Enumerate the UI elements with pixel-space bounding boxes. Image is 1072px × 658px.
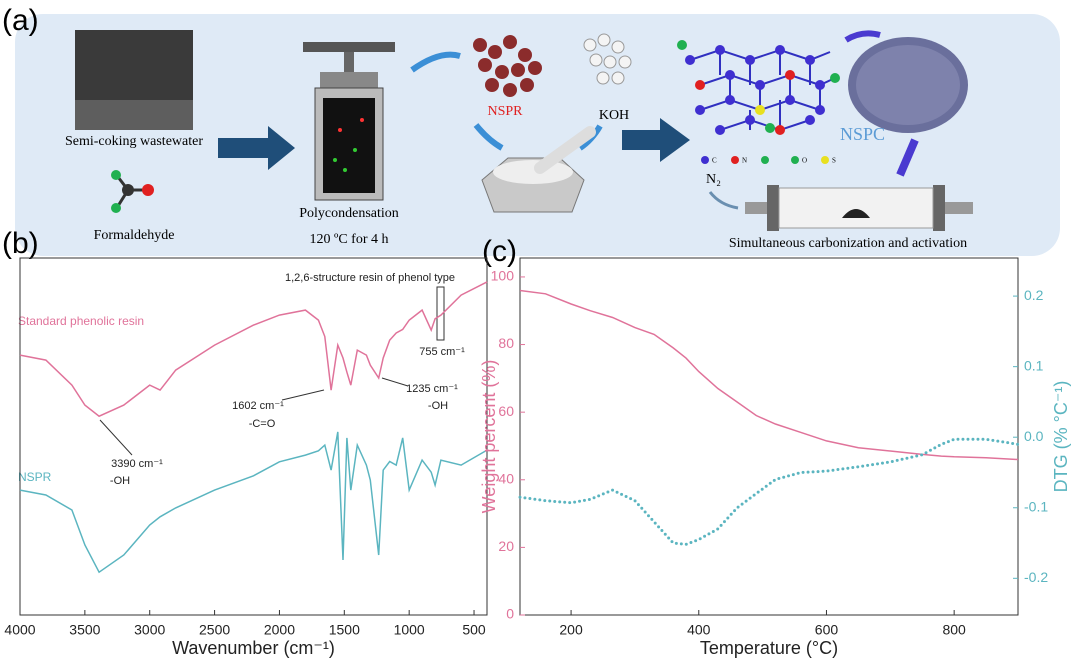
arrow — [410, 51, 461, 73]
x-axis-label: Wavenumber (cm⁻¹) — [172, 638, 335, 658]
koh-spheres — [583, 33, 632, 85]
y-tick-label: 80 — [498, 335, 514, 351]
annotation-arrow — [381, 377, 409, 387]
plot-frame — [19, 257, 488, 616]
panel-label: (c) — [482, 235, 517, 268]
y2-tick-label: -0.1 — [1024, 498, 1048, 514]
series-label: Standard phenolic resin — [18, 314, 144, 328]
annotation-box — [436, 286, 445, 341]
x-tick-label: 1500 — [329, 622, 360, 638]
atom-label: N — [742, 157, 747, 165]
x-tick-label: 600 — [815, 622, 839, 638]
atom-label: O — [802, 157, 807, 165]
reagent-label: Formaldehyde — [94, 228, 175, 243]
y2-axis-label: DTG (% °C⁻¹) — [1051, 381, 1071, 493]
annotation: 1,2,6-structure resin of phenol type — [285, 272, 455, 284]
data-line — [19, 281, 488, 418]
activator-label: KOH — [599, 108, 629, 123]
arrow — [473, 123, 504, 151]
y-tick-label: 40 — [498, 470, 514, 486]
tube-furnace — [745, 185, 973, 231]
resin-label: NSPR — [487, 104, 523, 119]
arrow — [622, 118, 690, 162]
arrow — [218, 126, 295, 170]
arrow — [844, 30, 881, 43]
annotation: 1235 cm⁻¹ — [406, 383, 458, 395]
y2-tick-label: 0.0 — [1024, 428, 1044, 444]
atom-legend — [701, 156, 829, 164]
x-axis-label: Temperature (°C) — [700, 638, 838, 658]
annotation: 1602 cm⁻¹ — [232, 400, 284, 412]
y2-tick-label: 0.1 — [1024, 357, 1044, 373]
data-line — [518, 437, 1020, 546]
product-label: NSPC — [840, 124, 885, 144]
arrow — [896, 138, 919, 177]
annotation-arrow — [281, 389, 325, 401]
reactor — [303, 42, 395, 201]
y-tick-label: 20 — [498, 538, 514, 554]
y-axis-label: Weight percent (%) — [479, 360, 499, 514]
atom-label: S — [832, 157, 836, 165]
panel-label: (a) — [2, 4, 39, 37]
nspc-texture — [856, 45, 960, 125]
carbon-network — [677, 40, 840, 135]
mortar — [481, 126, 596, 213]
y-tick-label: 100 — [491, 268, 515, 284]
gas-label: N₂ — [706, 172, 721, 187]
step-label: Simultaneous carbonization and activatio… — [729, 236, 967, 251]
process-label: Polycondensation — [299, 206, 399, 221]
x-tick-label: 3500 — [69, 622, 100, 638]
y2-tick-label: 0.2 — [1024, 287, 1044, 303]
y-tick-label: 60 — [498, 403, 514, 419]
panel-label: (b) — [2, 227, 39, 260]
y2-tick-label: -0.2 — [1024, 569, 1048, 585]
annotation-arrow — [99, 419, 133, 456]
y-tick-label: 0 — [506, 606, 514, 622]
condition-label: 120 ºC for 4 h — [309, 232, 388, 247]
x-tick-label: 2000 — [264, 622, 295, 638]
annotation: -C=O — [249, 418, 276, 430]
x-tick-label: 4000 — [4, 622, 35, 638]
x-tick-label: 400 — [687, 622, 711, 638]
atom-label: C — [712, 157, 717, 165]
x-tick-label: 3000 — [134, 622, 165, 638]
feed-label: Semi-coking wastewater — [65, 134, 203, 149]
x-tick-label: 2500 — [199, 622, 230, 638]
formaldehyde-molecule — [111, 170, 154, 213]
x-tick-label: 800 — [942, 622, 966, 638]
photo-detail — [75, 100, 193, 130]
series-label: NSPR — [18, 470, 52, 484]
annotation: 755 cm⁻¹ — [419, 346, 465, 358]
data-line — [519, 289, 1019, 461]
annotation: -OH — [110, 475, 130, 487]
nspr-spheres — [473, 35, 542, 97]
annotation: 3390 cm⁻¹ — [111, 458, 163, 470]
x-tick-label: 500 — [462, 622, 486, 638]
data-line — [19, 431, 488, 574]
x-tick-label: 1000 — [394, 622, 425, 638]
annotation: -OH — [428, 400, 448, 412]
arrow — [708, 191, 739, 210]
x-tick-label: 200 — [559, 622, 583, 638]
plot-frame — [519, 257, 1019, 616]
